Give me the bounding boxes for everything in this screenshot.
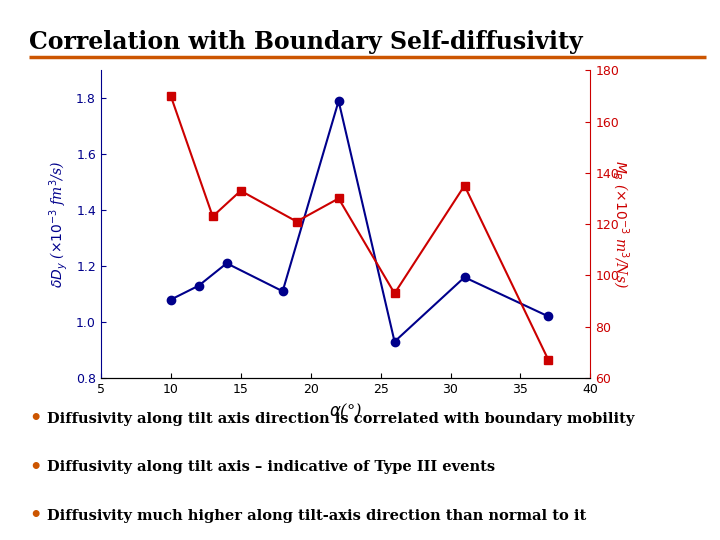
Text: Diffusivity along tilt axis – indicative of Type III events: Diffusivity along tilt axis – indicative…	[47, 460, 495, 474]
Text: •: •	[29, 457, 41, 477]
X-axis label: $\alpha$(°): $\alpha$(°)	[329, 401, 362, 421]
Text: •: •	[29, 506, 41, 525]
Text: Correlation with Boundary Self-diffusivity: Correlation with Boundary Self-diffusivi…	[29, 30, 582, 53]
Text: •: •	[29, 409, 41, 428]
Y-axis label: $M_B$ ($\times$$10^{-3}$ m$^3$/Ns): $M_B$ ($\times$$10^{-3}$ m$^3$/Ns)	[610, 160, 630, 288]
Y-axis label: $\delta D_y$ ($\times$$10^{-3}$ fm$^3$/s): $\delta D_y$ ($\times$$10^{-3}$ fm$^3$/s…	[48, 160, 71, 288]
Text: Diffusivity much higher along tilt-axis direction than normal to it: Diffusivity much higher along tilt-axis …	[47, 509, 586, 523]
Text: Diffusivity along tilt axis direction is correlated with boundary mobility: Diffusivity along tilt axis direction is…	[47, 411, 634, 426]
